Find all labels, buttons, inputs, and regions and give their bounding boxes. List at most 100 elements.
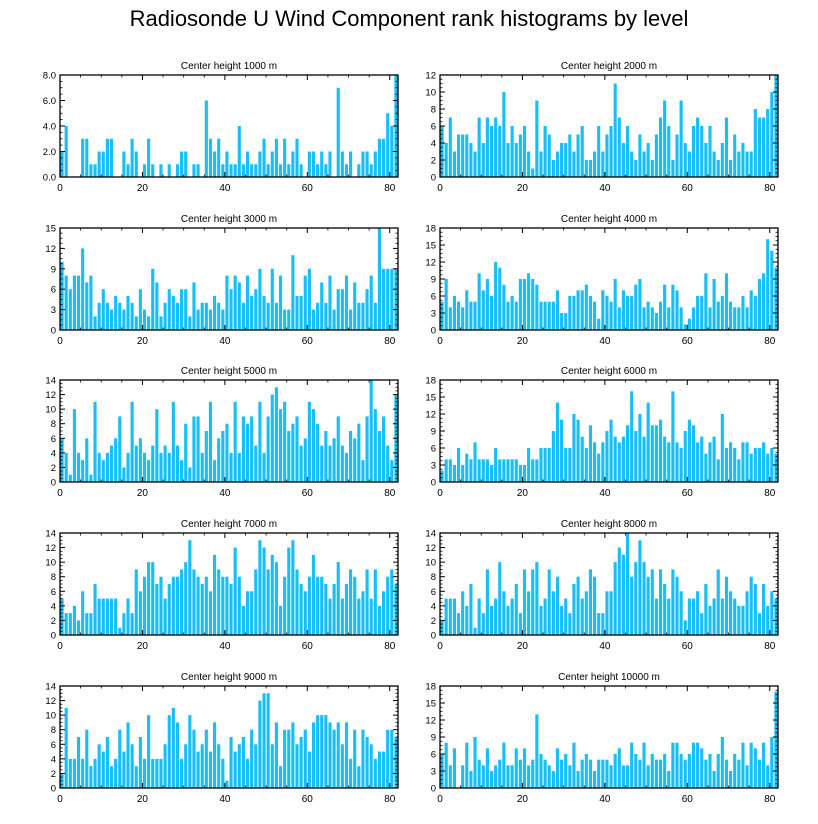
- histogram-bar: [535, 562, 539, 635]
- histogram-bar: [307, 151, 311, 177]
- histogram-bar: [572, 742, 576, 788]
- histogram-bar: [531, 279, 535, 330]
- histogram-bar: [126, 722, 130, 788]
- y-tick-label: 10: [425, 88, 436, 99]
- x-tick-label: 20: [517, 794, 529, 805]
- histogram-bar: [469, 301, 473, 330]
- histogram-bar: [241, 302, 245, 330]
- histogram-bar: [642, 151, 646, 177]
- histogram-bar: [237, 126, 241, 177]
- y-tick-label: 0: [431, 784, 436, 795]
- histogram-bar: [650, 569, 654, 635]
- histogram-bar: [477, 459, 481, 482]
- histogram-bar: [691, 425, 696, 482]
- histogram-bar: [130, 138, 134, 177]
- histogram-bar: [278, 164, 283, 177]
- histogram-bar: [307, 576, 311, 635]
- histogram-bar: [109, 766, 114, 788]
- histogram-bar: [654, 313, 658, 330]
- histogram-bar: [737, 307, 741, 330]
- histogram-bar: [311, 722, 316, 788]
- histogram-bar: [712, 436, 716, 482]
- histogram-bar: [213, 460, 217, 482]
- histogram-bar: [262, 452, 266, 482]
- histogram-bar: [724, 576, 729, 635]
- histogram-bar: [621, 290, 625, 330]
- histogram-bar: [287, 729, 291, 788]
- histogram-bar: [593, 151, 597, 177]
- histogram-bar: [551, 591, 555, 635]
- histogram-bar: [646, 143, 650, 177]
- histogram-bar: [576, 771, 580, 788]
- histogram-bar: [307, 401, 311, 482]
- histogram-bar: [291, 255, 295, 330]
- histogram-bar: [691, 742, 696, 788]
- y-tick-label: 2: [51, 769, 56, 780]
- histogram-bar: [270, 394, 274, 482]
- histogram-bar: [72, 758, 76, 788]
- panel-2: Center height 2000 m 0 2 4 6 8 10 12 0 20 40 60 80: [425, 61, 779, 194]
- y-tick-label: 2: [51, 616, 56, 627]
- histogram-bar: [527, 448, 531, 482]
- x-tick-label: 20: [517, 183, 529, 194]
- histogram-bar: [506, 459, 510, 482]
- histogram-bar: [142, 452, 147, 482]
- x-tick-label: 40: [599, 794, 611, 805]
- histogram-bar: [237, 452, 241, 482]
- x-tick-label: 60: [302, 183, 314, 194]
- y-tick-label: 12: [425, 71, 436, 82]
- histogram-bar: [770, 92, 774, 177]
- histogram-bar: [584, 448, 588, 482]
- histogram-bar: [506, 301, 510, 330]
- histogram-bar: [543, 448, 547, 482]
- histogram-bar: [81, 138, 85, 177]
- histogram-bar: [560, 419, 564, 482]
- histogram-bar: [105, 138, 109, 177]
- histogram-bar: [295, 416, 299, 482]
- histogram-bar: [332, 438, 336, 482]
- histogram-bar: [770, 591, 774, 635]
- histogram-bar: [547, 569, 551, 635]
- histogram-bar: [81, 591, 85, 635]
- histogram-bar: [745, 151, 749, 177]
- histogram-bar: [593, 576, 597, 635]
- histogram-bar: [109, 138, 114, 177]
- histogram-bar: [625, 296, 630, 330]
- histogram-bar: [180, 569, 184, 635]
- histogram-bar: [303, 591, 307, 635]
- y-tick-label: 8: [431, 572, 436, 583]
- histogram-bar: [514, 584, 518, 635]
- histogram-bar: [101, 151, 105, 177]
- histogram-bar: [762, 742, 766, 788]
- histogram-bar: [320, 282, 324, 330]
- histogram-bar: [621, 143, 625, 177]
- y-tick-label: 9: [51, 264, 56, 275]
- histogram-bar: [683, 431, 687, 482]
- x-tick-label: 60: [682, 336, 694, 347]
- histogram-bar: [155, 584, 159, 635]
- histogram-bar: [469, 459, 473, 482]
- histogram-bar: [766, 605, 770, 635]
- histogram-bar: [196, 164, 200, 177]
- histogram-bar: [245, 591, 250, 635]
- panel-4: Center height 4000 m 0 3 6 9 12 15 18 0 20 40 60 80: [425, 214, 779, 347]
- histogram-bar: [679, 754, 683, 788]
- histogram-bar: [377, 431, 382, 482]
- histogram-bar: [336, 416, 340, 482]
- x-tick-label: 80: [384, 488, 396, 499]
- histogram-bar: [258, 401, 262, 482]
- y-tick-label: 6: [431, 444, 436, 455]
- histogram-bar: [382, 268, 386, 330]
- x-tick-label: 80: [764, 336, 776, 347]
- histogram-bar: [687, 754, 691, 788]
- histogram-bar: [283, 138, 287, 177]
- y-tick-label: 14: [45, 529, 56, 540]
- histogram-bar: [555, 151, 560, 177]
- histogram-bar: [539, 605, 543, 635]
- x-tick-label: 80: [384, 336, 396, 347]
- histogram-bar: [485, 748, 489, 788]
- histogram-bar: [452, 748, 456, 788]
- histogram-bar: [683, 143, 687, 177]
- histogram-bar: [712, 598, 716, 635]
